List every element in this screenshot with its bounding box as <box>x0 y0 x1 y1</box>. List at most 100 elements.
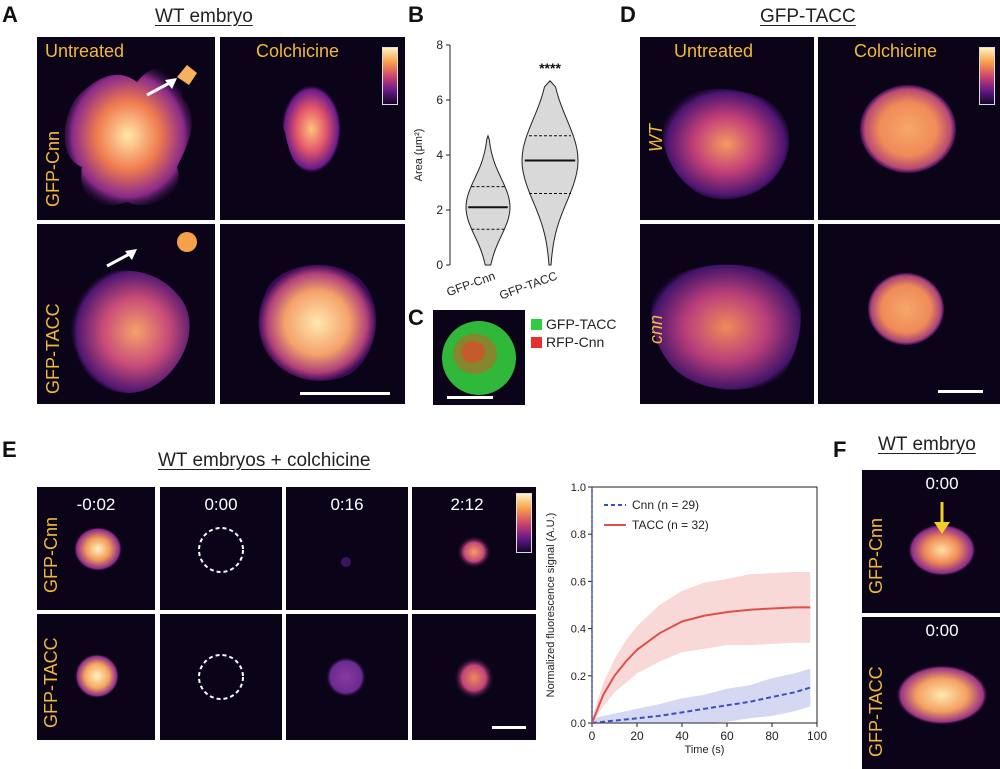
arrow-down-icon <box>934 502 950 534</box>
x-tick-label: 40 <box>675 729 689 743</box>
d-scalebar <box>938 390 983 393</box>
d-row1-label: WT <box>646 124 666 152</box>
c-overlay-image <box>433 310 525 405</box>
d-cnn-untreated-image: cnn <box>640 224 814 404</box>
e-tacc-t3-image <box>286 614 408 740</box>
y-tick-label: 0.0 <box>571 718 586 730</box>
arrow-icon <box>106 249 137 268</box>
x-tick-label: 20 <box>630 729 644 743</box>
e-row1-label: GFP-Cnn <box>41 516 61 593</box>
c-legend-swatch-green <box>531 319 542 330</box>
e-cnn-t4-image: 2:12 <box>412 487 536 610</box>
legend-label-TACC: TACC (n = 32) <box>632 518 709 532</box>
y-tick-label: 6 <box>436 93 443 107</box>
c-overlay-blob <box>442 321 516 395</box>
a-tacc-untreated-blob <box>69 232 197 393</box>
y-tick-label: 0.2 <box>571 671 586 683</box>
a-tacc-colchicine-blob <box>258 264 377 381</box>
panel-d-letter: D <box>620 2 636 27</box>
y-axis-label: Normalized fluorescence signal (A.U.) <box>545 513 557 698</box>
a-cnn-untreated-blob <box>64 65 197 206</box>
d-colchicine-label: Colchicine <box>854 41 938 61</box>
a-tacc-colchicine-image <box>220 224 405 404</box>
f-cnn-blob <box>908 524 976 576</box>
violin-GFP-Cnn <box>465 134 511 266</box>
e-tacc-t3-blob <box>326 657 366 697</box>
a-row2-label: GFP-TACC <box>43 303 63 394</box>
arrow-icon <box>146 78 177 97</box>
y-axis-label: Area (μm²) <box>413 129 425 182</box>
d-wt-untreated-image: Untreated WT <box>640 37 814 220</box>
a-colorbar <box>382 47 398 105</box>
a-row1-label: GFP-Cnn <box>43 130 63 207</box>
series-line-Cnn <box>591 686 811 724</box>
panel-f-title: WT embryo <box>878 434 976 455</box>
d-cnn-colchicine-image <box>818 224 1000 404</box>
band-Cnn <box>592 668 811 723</box>
a-colchicine-label: Colchicine <box>256 41 340 61</box>
f-row2-label: GFP-TACC <box>866 666 886 757</box>
a-untreated-label: Untreated <box>45 41 125 61</box>
c-legend-gfp-tacc: GFP-TACC <box>546 316 617 332</box>
c-legend-swatch-red <box>531 337 542 348</box>
series-line-TACC <box>591 606 811 724</box>
d-wt-colchicine-blob <box>860 85 956 173</box>
d-cnn-colchicine-blob <box>868 273 944 345</box>
e-tacc-t2-image <box>160 614 282 740</box>
d-cnn-untreated-blob <box>651 264 801 390</box>
x-tick-label: 80 <box>765 729 779 743</box>
f-time-2: 0:00 <box>925 621 959 640</box>
e-cnn-t1-image: -0:02 GFP-Cnn <box>37 487 155 610</box>
e-time-0: -0:02 <box>76 495 116 514</box>
e-tacc-t1-blob <box>75 654 119 698</box>
d-untreated-label: Untreated <box>674 41 754 61</box>
violin-chart: 0 2 4 6 8 Area (μm²) GFP-Cnn GFP-TACC **** <box>413 38 579 300</box>
e-tacc-t2-bleach-circle <box>198 654 244 700</box>
y-tick-label: 1.0 <box>571 482 586 494</box>
a-cnn-untreated-image: Untreated GFP-Cnn <box>37 37 215 220</box>
e-time-1: 0:00 <box>204 495 238 514</box>
violin-GFP-TACC <box>521 80 579 266</box>
e-colorbar <box>516 493 532 553</box>
e-time-3: 2:12 <box>450 495 484 514</box>
y-tick-label: 0.4 <box>571 624 586 636</box>
x-category-label: GFP-TACC <box>497 269 559 300</box>
d-wt-untreated-blob <box>662 88 790 200</box>
y-tick-label: 2 <box>436 203 443 217</box>
x-category-label: GFP-Cnn <box>445 269 497 299</box>
d-row2-label: cnn <box>646 314 666 344</box>
legend-label-Cnn: Cnn (n = 29) <box>632 498 699 512</box>
x-axis-label: Time (s) <box>685 744 725 756</box>
y-tick-label: 0 <box>436 258 443 272</box>
panel-b-letter: B <box>408 2 424 27</box>
e-cnn-t3-blob <box>341 557 351 567</box>
e-row2-label: GFP-TACC <box>41 637 61 728</box>
f-time-1: 0:00 <box>925 474 959 493</box>
x-tick-label: 100 <box>807 729 827 743</box>
a-tacc-untreated-image: GFP-TACC <box>37 224 215 404</box>
e-scalebar <box>492 726 526 729</box>
panel-e-title: WT embryos + colchicine <box>158 450 371 471</box>
y-tick-label: 0.8 <box>571 529 586 541</box>
e-cnn-t4-blob <box>457 536 491 568</box>
x-tick-label: 60 <box>720 729 734 743</box>
y-tick-label: 8 <box>436 38 443 52</box>
a-cnn-colchicine-image: Colchicine <box>220 37 405 220</box>
c-scalebar <box>447 396 493 399</box>
d-colorbar <box>979 47 995 105</box>
f-cnn-image: 0:00 GFP-Cnn <box>862 470 1000 613</box>
f-tacc-blob <box>896 665 988 725</box>
e-time-2: 0:16 <box>330 495 364 514</box>
panel-a-title: WT embryo <box>155 6 253 27</box>
a-cnn-colchicine-blob <box>281 85 342 174</box>
panel-f-letter: F <box>833 437 847 462</box>
y-tick-label: 4 <box>436 148 443 162</box>
panel-d-title: GFP-TACC <box>760 6 856 27</box>
d-wt-colchicine-image: Colchicine <box>818 37 1000 220</box>
y-tick-label: 0.6 <box>571 576 586 588</box>
frap-line-chart: 0.0 0.2 0.4 0.6 0.8 1.0 0 20 40 60 80 100 Time (s) No… <box>545 482 827 756</box>
panel-a-letter: A <box>2 2 18 27</box>
e-tacc-t4-image <box>412 614 536 740</box>
e-tacc-t4-blob <box>454 657 494 699</box>
x-tick-label: 0 <box>589 729 596 743</box>
